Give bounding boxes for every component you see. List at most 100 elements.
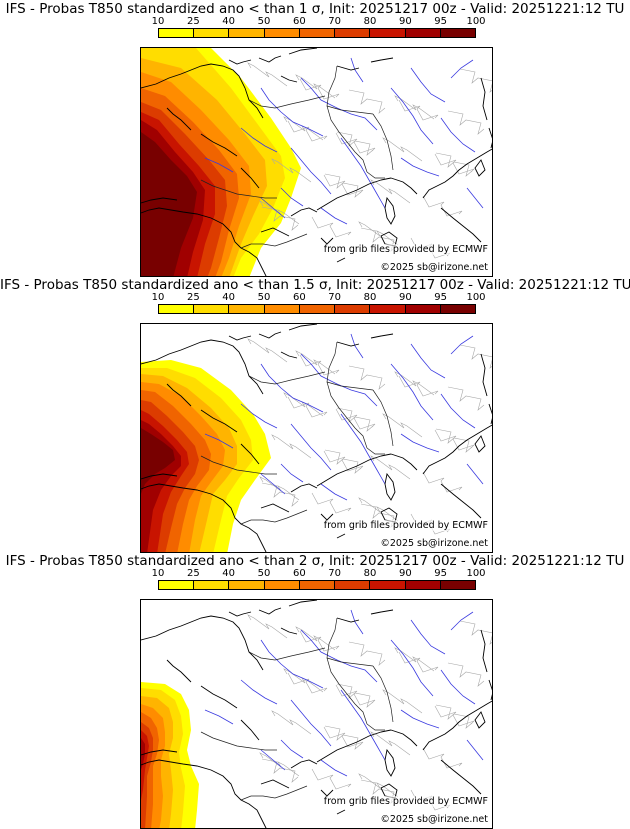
colorbar-tick-label: 40 (222, 292, 236, 303)
country-border (248, 95, 326, 109)
admin-boundary (261, 758, 299, 783)
probability-map: from grib files provided by ECMWF ©2025 … (140, 323, 493, 553)
colorbar-segment (264, 29, 300, 37)
admin-boundary (311, 492, 352, 514)
admin-boundary (447, 662, 485, 687)
admin-boundary (394, 371, 435, 396)
panel-title: IFS - Probas T850 standardized ano < tha… (5, 1, 625, 17)
coastline (240, 443, 260, 465)
coastline (228, 611, 252, 617)
admin-boundary (283, 668, 324, 693)
colorbar-tick-label: 70 (328, 292, 342, 303)
admin-boundary (422, 195, 463, 217)
admin-boundary (271, 158, 312, 183)
country-border (326, 105, 374, 115)
colorbar-tick-label: 60 (292, 568, 306, 579)
probability-field (141, 48, 301, 276)
coastline (260, 503, 290, 513)
admin-boundary (434, 429, 475, 451)
river (410, 343, 446, 379)
coastline (488, 403, 492, 425)
coastline (258, 55, 282, 63)
admin-boundary (247, 338, 288, 363)
coastline (288, 324, 318, 331)
river (300, 629, 378, 683)
admin-boundary (447, 386, 485, 411)
map-panel-1-5-sigma: IFS - Probas T850 standardized ano < tha… (0, 276, 630, 553)
source-credit: from grib files provided by ECMWF (323, 796, 488, 807)
colorbar-tick-label: 10 (151, 568, 165, 579)
source-credit: from grib files provided by ECMWF (323, 520, 488, 531)
colorbar-segment (370, 29, 406, 37)
colorbar-labels: 10 25 40 50 60 70 80 90 95 100 (148, 568, 488, 580)
river (204, 433, 234, 449)
coastline (258, 607, 282, 615)
coastline (141, 339, 264, 395)
river (320, 759, 348, 777)
country-border (372, 389, 394, 447)
admin-boundary (299, 78, 340, 100)
map-panel-2-sigma: IFS - Probas T850 standardized ano < tha… (0, 552, 630, 829)
admin-boundary (370, 731, 411, 756)
river (400, 709, 440, 729)
colorbar-tick-label: 100 (466, 16, 486, 27)
coastline (280, 75, 298, 83)
coastline (141, 749, 178, 756)
colorbar-tick-label: 95 (434, 292, 448, 303)
colorbar-tick-label: 100 (466, 292, 486, 303)
colorbar-segment (440, 581, 475, 589)
coastline (336, 341, 360, 347)
country-borders (200, 65, 394, 249)
river (410, 619, 446, 655)
admin-boundary (271, 710, 312, 735)
colorbar-tick-label: 60 (292, 16, 306, 27)
admin-boundary (299, 354, 340, 376)
colorbar-tick-label: 10 (151, 16, 165, 27)
colorbar-segment (299, 305, 336, 313)
coastline (166, 383, 192, 407)
colorbar-labels: 10 25 40 50 60 70 80 90 95 100 (148, 292, 488, 304)
coastline (390, 177, 418, 195)
country-border (366, 171, 385, 179)
coastlines (141, 324, 492, 552)
admin-boundary (287, 672, 328, 694)
probability-field (141, 682, 199, 828)
admin-boundary (261, 206, 299, 231)
admin-boundary (382, 689, 423, 714)
admin-boundary (422, 747, 463, 769)
probability-contour (141, 428, 175, 494)
colorbar-tick-label: 60 (292, 292, 306, 303)
admin-boundary (261, 482, 299, 507)
coastline (380, 507, 398, 523)
coastline (260, 227, 290, 237)
admin-boundary (422, 471, 463, 493)
coastline (228, 59, 252, 65)
colorbar-tick-label: 40 (222, 568, 236, 579)
river (350, 57, 364, 83)
river (450, 59, 474, 79)
admin-boundary (283, 116, 324, 141)
coastline (422, 424, 492, 475)
colorbar-tick-label: 80 (363, 568, 377, 579)
country-border (372, 665, 394, 723)
country-border (200, 455, 277, 475)
country-borders (200, 341, 394, 525)
coastline (422, 700, 492, 751)
country-border (248, 371, 326, 385)
copyright-credit: ©2025 sb@irizone.net (380, 538, 488, 549)
panel-title: IFS - Probas T850 standardized ano < tha… (5, 553, 625, 569)
probability-contour (141, 132, 197, 276)
coastline (480, 77, 488, 121)
coastline (336, 65, 360, 71)
admin-boundary (358, 497, 399, 522)
river (440, 669, 476, 705)
colorbar-segment (229, 29, 265, 37)
admin-boundary (398, 651, 439, 673)
colorbar-tick-label: 25 (186, 16, 200, 27)
coastlines (141, 48, 492, 276)
rivers (204, 609, 484, 777)
colorbar-segment (299, 581, 336, 589)
colorbar-tick-label: 95 (434, 568, 448, 579)
colorbar-segment (299, 29, 336, 37)
colorbar-segment (440, 305, 475, 313)
